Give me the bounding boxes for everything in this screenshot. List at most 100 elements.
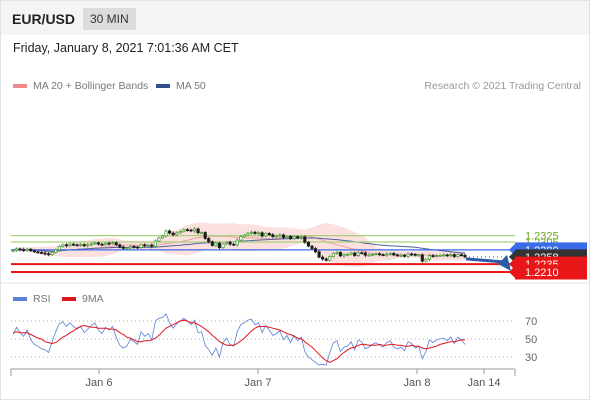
- rsi-ma-line: [12, 319, 465, 363]
- candle-body: [445, 254, 449, 257]
- candle-body: [452, 254, 456, 257]
- candle-body: [175, 232, 179, 236]
- candle-body: [338, 252, 342, 257]
- rsi-tick-label: 30: [525, 352, 537, 364]
- candle-body: [260, 232, 264, 237]
- candle-body: [356, 252, 360, 256]
- candle-body: [107, 242, 111, 245]
- candle-body: [346, 253, 350, 256]
- candle-body: [385, 253, 389, 256]
- forecast-arrow: [465, 257, 505, 264]
- x-tick-label: Jan 8: [404, 377, 431, 389]
- candle-body: [342, 254, 346, 257]
- candle-body: [335, 252, 339, 254]
- candle-body: [164, 230, 168, 237]
- candle-body: [278, 234, 282, 237]
- candle-body: [47, 253, 51, 256]
- candle-body: [150, 244, 154, 247]
- candle-body: [18, 248, 22, 251]
- candle-body: [64, 244, 68, 247]
- candle-body: [459, 254, 463, 256]
- candle-body: [370, 253, 375, 256]
- candle-body: [417, 254, 421, 257]
- candle-body: [132, 246, 136, 248]
- level-label: 1.2210: [525, 267, 559, 279]
- legend-bollinger: MA 20 + Bollinger Bands: [13, 80, 148, 92]
- candle-body: [442, 254, 446, 257]
- candle-body: [310, 245, 314, 249]
- candle-body: [235, 239, 239, 246]
- legend-rsi: RSI: [13, 293, 51, 305]
- candle-body: [36, 251, 40, 254]
- candle-body: [57, 246, 61, 251]
- candle-body: [331, 253, 335, 257]
- candle-body: [228, 241, 232, 245]
- candle-body: [402, 254, 407, 257]
- candle-body: [100, 243, 104, 246]
- candle-body: [22, 249, 26, 251]
- candle-body: [157, 237, 161, 242]
- candle-body: [32, 250, 36, 253]
- candle-body: [374, 253, 378, 256]
- candle-body: [249, 231, 254, 234]
- candle-body: [143, 244, 147, 247]
- candle-body: [128, 246, 132, 249]
- candle-body: [189, 229, 193, 232]
- candle-body: [71, 243, 76, 246]
- timeframe-button[interactable]: 30 MIN: [83, 8, 136, 30]
- rsi-label: RSI: [33, 293, 51, 305]
- candle-body: [360, 252, 364, 255]
- candle-body: [43, 252, 47, 255]
- candle-body: [381, 254, 385, 256]
- ma50-label: MA 50: [176, 80, 206, 92]
- candle-body: [171, 232, 175, 236]
- candle-body: [463, 254, 467, 258]
- candle-body: [392, 253, 396, 256]
- candle-body: [410, 253, 414, 256]
- candle-body: [324, 258, 328, 261]
- level-tag-pointer: [509, 266, 515, 278]
- candle-body: [125, 247, 129, 250]
- candle-body: [111, 242, 115, 244]
- candle-body: [232, 243, 236, 246]
- candle-body: [178, 231, 182, 234]
- candle-body: [281, 234, 286, 238]
- candle-body: [15, 248, 19, 251]
- legend-9ma: 9MA: [62, 293, 104, 305]
- ma50-swatch: [156, 84, 170, 88]
- candle-body: [168, 230, 172, 234]
- bollinger-swatch: [13, 84, 27, 88]
- candle-body: [207, 238, 211, 243]
- candle-body: [200, 232, 204, 234]
- copyright-text: Research © 2021 Trading Central: [424, 80, 581, 92]
- candle-body: [456, 254, 460, 257]
- candle-body: [11, 249, 15, 252]
- candle-body: [378, 253, 382, 256]
- candle-body: [292, 236, 296, 239]
- forecast-arrow-head: [498, 255, 511, 271]
- candle-body: [103, 242, 108, 246]
- candle-body: [136, 246, 140, 249]
- candle-body: [427, 255, 431, 260]
- candle-body: [264, 233, 268, 237]
- candle-body: [185, 229, 189, 232]
- candle-body: [257, 232, 261, 235]
- candle-body: [139, 244, 143, 248]
- candle-body: [317, 251, 321, 258]
- candle-body: [420, 254, 424, 262]
- candle-body: [96, 242, 100, 245]
- candle-body: [296, 236, 300, 239]
- candle-body: [353, 252, 357, 256]
- candle-body: [221, 243, 225, 249]
- candle-body: [388, 253, 392, 255]
- candle-body: [82, 244, 86, 247]
- candle-body: [89, 243, 93, 246]
- level-tag-pointer: [509, 258, 515, 271]
- x-tick-label: Jan 6: [86, 377, 113, 389]
- candle-body: [424, 259, 428, 262]
- candle-body: [406, 253, 410, 257]
- candle-body: [224, 241, 229, 245]
- candle-body: [274, 235, 278, 238]
- header-bar: EUR/USD 30 MIN: [1, 1, 589, 35]
- candle-body: [306, 241, 310, 247]
